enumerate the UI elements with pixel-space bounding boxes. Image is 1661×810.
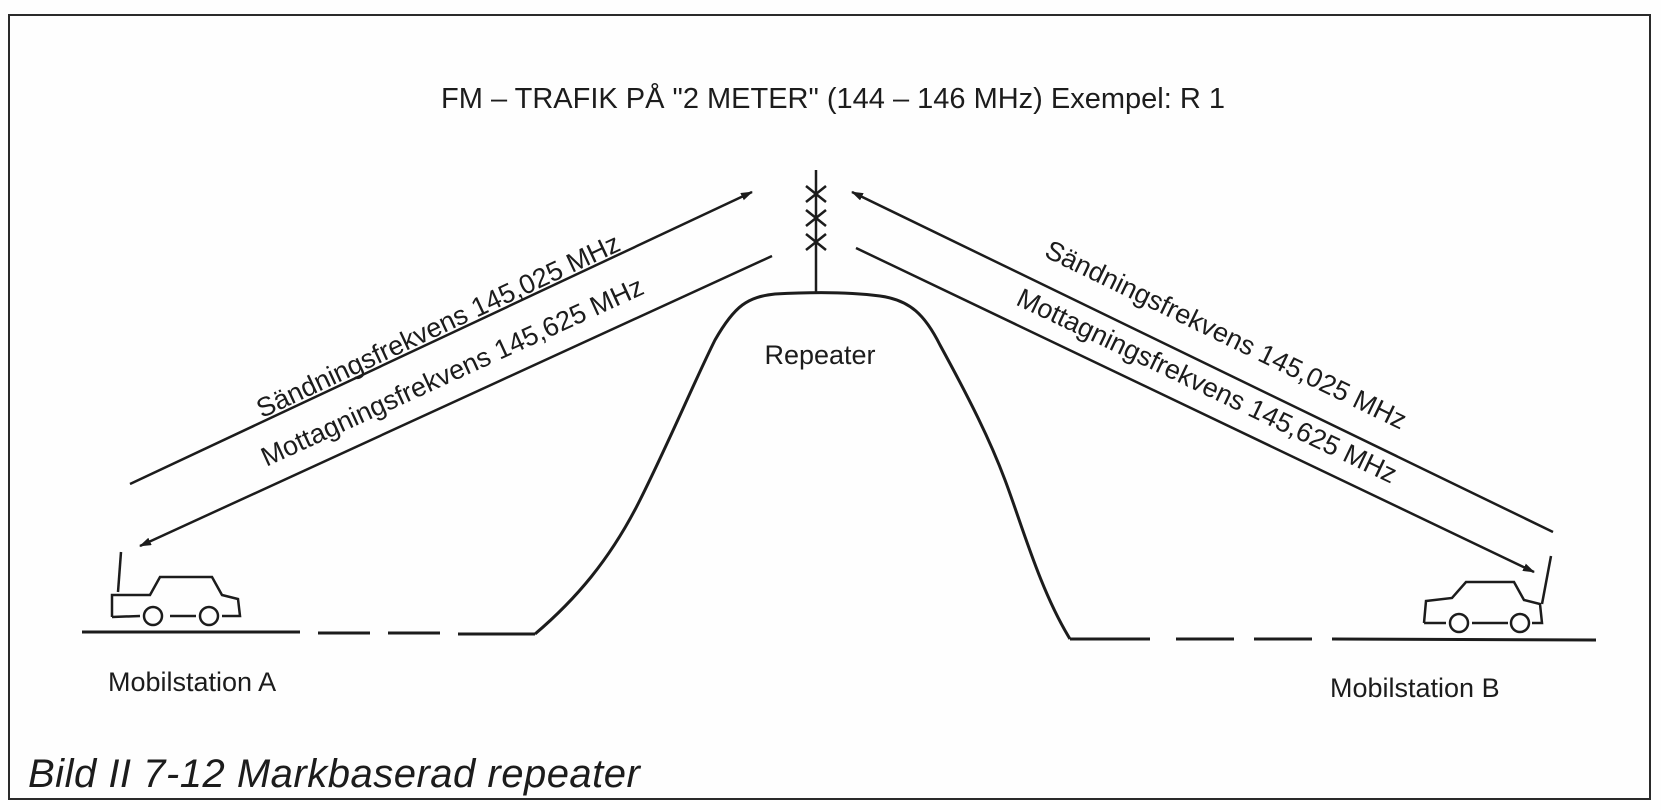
ground-right [1070, 637, 1597, 642]
repeater-mast-icon [805, 170, 827, 292]
car-a-icon [110, 551, 242, 627]
left-receive-arrow [139, 254, 773, 548]
diagram-title: FM – TRAFIK PÅ "2 METER" (144 – 146 MHz)… [441, 82, 1225, 115]
figure-caption: Bild II 7-12 Markbaserad repeater [28, 752, 641, 796]
repeater-label: Repeater [764, 340, 875, 370]
figure-border [8, 14, 1651, 800]
left-send-arrow [129, 190, 753, 486]
right-receive-arrow [855, 246, 1535, 574]
station-b-label: Mobilstation B [1330, 673, 1500, 703]
ground-left [82, 630, 535, 636]
station-a-label: Mobilstation A [108, 667, 276, 697]
right-send-arrow [851, 190, 1554, 534]
mountain [534, 291, 1072, 640]
car-b-icon [1422, 555, 1553, 634]
